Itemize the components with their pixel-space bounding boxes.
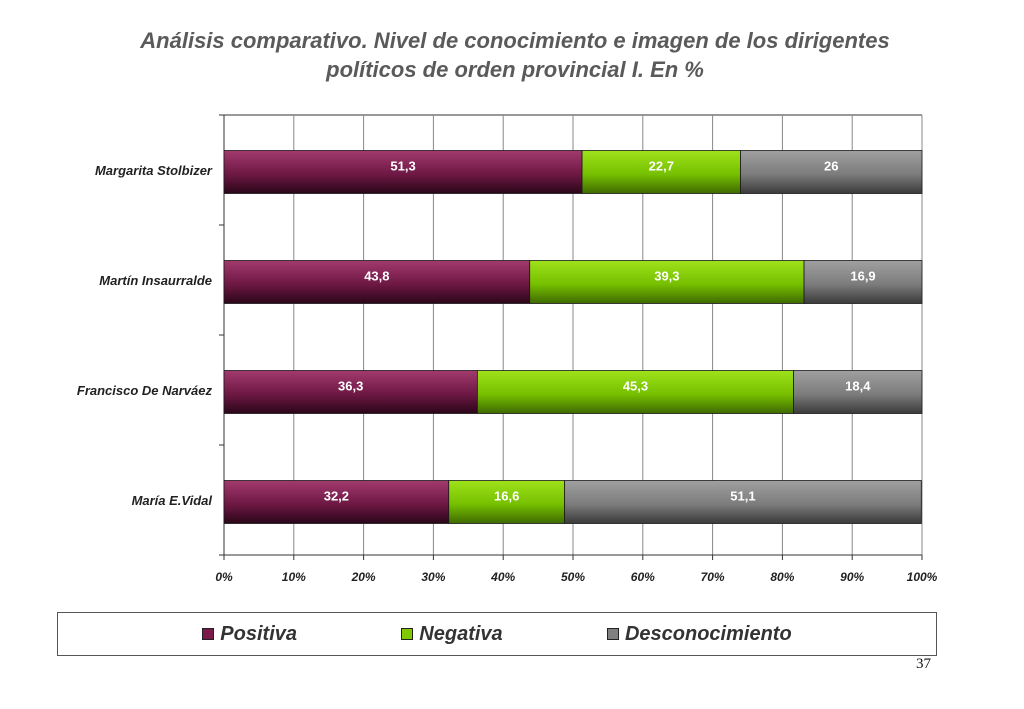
category-label: Francisco De Narváez [77, 383, 213, 398]
bar-segment-negativa [581, 150, 741, 194]
legend: Positiva Negativa Desconocimiento [57, 612, 937, 656]
bar-segment-positiva [223, 260, 531, 304]
legend-label-positiva: Positiva [220, 622, 297, 645]
x-tick-label: 40% [490, 570, 515, 584]
x-tick-label: 70% [701, 570, 725, 584]
bar-segment-positiva [223, 480, 450, 524]
data-label: 36,3 [338, 379, 363, 394]
data-label: 32,2 [324, 489, 349, 504]
legend-swatch-positiva [202, 628, 215, 640]
data-label: 51,1 [730, 489, 755, 504]
x-tick-label: 30% [421, 570, 445, 584]
bar-segment-desconocimiento [564, 480, 922, 524]
data-label: 39,3 [654, 269, 679, 284]
chart-title: Análisis comparativo. Nivel de conocimie… [60, 26, 970, 84]
data-label: 16,6 [494, 489, 519, 504]
bar-segment-negativa [476, 370, 794, 414]
data-label: 22,7 [649, 159, 674, 174]
legend-label-desconocimiento: Desconocimiento [624, 622, 792, 645]
category-label: Margarita Stolbizer [95, 163, 213, 178]
bars: 51,3 22,7 26 43,8 39,3 16,9 36,3 45,3 18,4 32,2 16… [223, 150, 923, 524]
data-label: 51,3 [390, 159, 415, 174]
legend-swatch-desconocimiento [606, 628, 619, 640]
category-label: María E.Vidal [132, 493, 213, 508]
bar-segment-positiva [223, 370, 478, 414]
data-label: 18,4 [845, 379, 871, 394]
data-label: 16,9 [850, 269, 875, 284]
data-label: 43,8 [364, 269, 389, 284]
legend-label-negativa: Negativa [419, 622, 503, 645]
bar-segment-desconocimiento [803, 260, 923, 304]
x-tick-label: 60% [631, 570, 655, 584]
category-labels: Margarita Stolbizer Martín Insaurralde Fra… [77, 163, 213, 508]
x-tick-label: 90% [840, 570, 864, 584]
category-label: Martín Insaurralde [99, 273, 212, 288]
stacked-bar-chart: 51,3 22,7 26 43,8 39,3 16,9 36,3 45,3 18,4 32,2 16… [77, 114, 938, 584]
bar-segment-desconocimiento [793, 370, 923, 414]
legend-item-desconocimiento: Desconocimiento [606, 622, 792, 646]
x-tick-label: 80% [770, 570, 794, 584]
chart-title-line-1: Análisis comparativo. Nivel de conocimie… [140, 28, 890, 53]
x-tick-label: 50% [561, 570, 585, 584]
x-tick-label: 10% [282, 570, 306, 584]
page-number: 37 [916, 656, 931, 672]
x-tick-label: 100% [907, 570, 938, 584]
legend-item-negativa: Negativa [401, 622, 503, 646]
legend-swatch-negativa [401, 628, 414, 640]
x-tick-label: 20% [351, 570, 376, 584]
data-label: 45,3 [623, 379, 648, 394]
x-tick-label: 0% [215, 570, 233, 584]
chart-title-line-2: políticos de orden provincial I. En % [326, 57, 704, 82]
legend-item-positiva: Positiva [202, 623, 297, 646]
data-label: 26 [824, 159, 838, 174]
bar-segment-desconocimiento [740, 150, 923, 194]
bar-segment-negativa [529, 260, 805, 304]
bar-segment-positiva [223, 150, 583, 194]
x-tick-labels: 0% 10% 20% 30% 40% 50% 60% 70% 80% 90% 100% [215, 570, 937, 584]
